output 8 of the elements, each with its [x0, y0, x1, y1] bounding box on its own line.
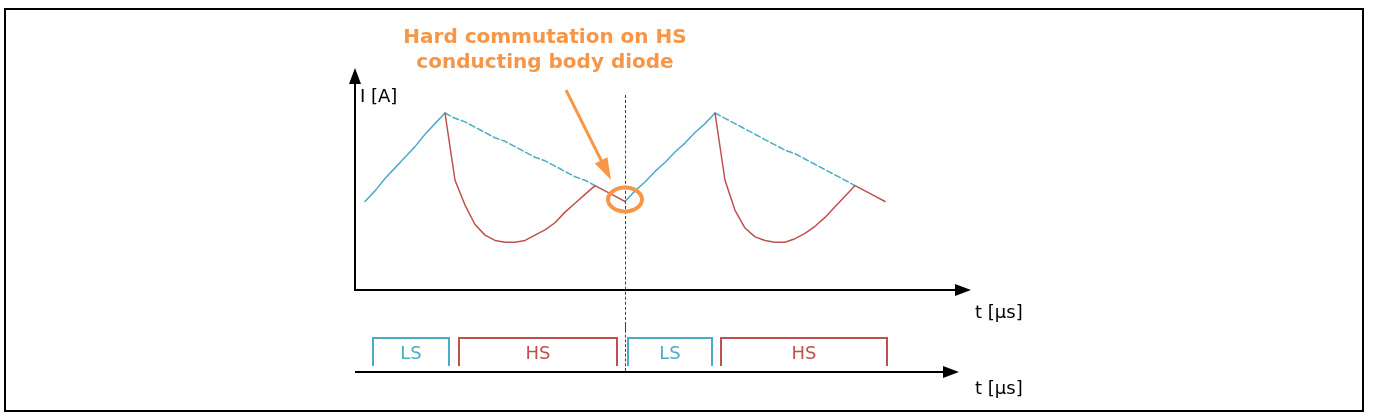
y-axis-title: I [A]	[360, 84, 398, 106]
category-label: HS	[458, 337, 618, 366]
category-label: LS	[372, 337, 450, 366]
x-axis-title: t [µs]	[975, 300, 1023, 322]
category-label: HS	[720, 337, 888, 366]
text: Hard commutation on HS conducting body diode	[402, 24, 688, 74]
text: t [µs]	[975, 377, 1023, 398]
category-label: LS	[627, 337, 713, 366]
